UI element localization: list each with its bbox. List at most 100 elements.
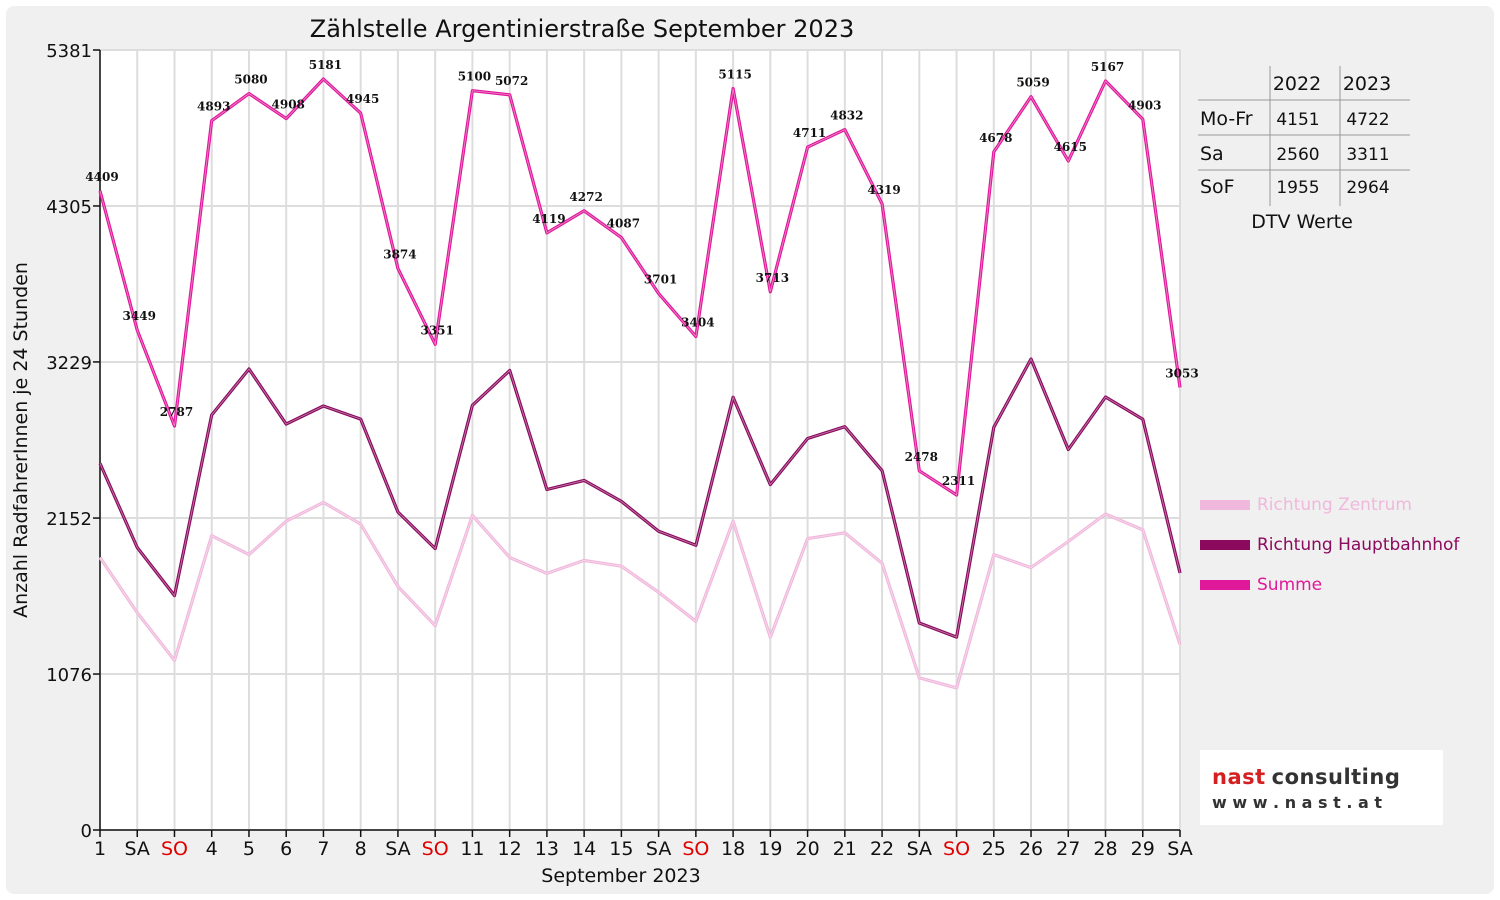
- y-tick-label: 3229: [46, 353, 92, 374]
- grid: [99, 49, 1181, 831]
- data-label: 3351: [420, 323, 453, 337]
- axes: [93, 49, 1181, 837]
- dtv-row-label: SoF: [1200, 176, 1235, 198]
- data-label: 5080: [234, 73, 267, 87]
- dtv-cell: 1955: [1276, 178, 1319, 198]
- legend-label-summe: Summe: [1257, 575, 1322, 595]
- data-label: 2787: [160, 405, 193, 419]
- plot-area: [100, 50, 1180, 830]
- x-tick-label: 25: [982, 838, 1006, 860]
- x-tick-label: 29: [1131, 838, 1155, 860]
- data-label: 3713: [756, 271, 789, 285]
- data-label: 5167: [1091, 60, 1124, 74]
- data-label: 5181: [309, 58, 342, 72]
- legend-swatch-hauptbahnhof: [1200, 540, 1250, 550]
- x-tick-label: 11: [460, 838, 484, 860]
- data-label: 4945: [346, 92, 379, 106]
- x-axis-label: September 2023: [541, 865, 700, 887]
- x-tick-label: 15: [609, 838, 633, 860]
- data-label: 4409: [85, 170, 118, 184]
- dtv-cell: 3311: [1346, 145, 1389, 165]
- x-tick-label: 6: [280, 838, 292, 860]
- series-line-highlight-1: [99, 357, 1181, 638]
- series-line-1: [98, 357, 1182, 639]
- data-label: 4893: [197, 100, 230, 114]
- data-label: 3701: [644, 273, 677, 287]
- x-tick-label: 4: [206, 838, 218, 860]
- dtv-cell: 2964: [1346, 178, 1389, 198]
- y-axis-label: Anzahl RadfahrerInnen je 24 Stunden: [10, 262, 32, 618]
- x-tick-label: 20: [795, 838, 819, 860]
- y-tick-label: 0: [81, 821, 92, 842]
- x-tick-label: SA: [1167, 838, 1192, 860]
- data-label: 2311: [942, 474, 975, 488]
- dtv-header-2022: 2022: [1273, 73, 1321, 95]
- y-tick-label: 5381: [46, 41, 92, 62]
- x-tick-label: SA: [646, 838, 671, 860]
- logo-text: nast consulting: [1212, 765, 1400, 789]
- series-line-0: [98, 500, 1182, 690]
- data-label: 5115: [718, 68, 751, 82]
- x-tick-label: SA: [907, 838, 932, 860]
- data-label: 4272: [569, 190, 602, 204]
- x-tick-label: SO: [422, 838, 449, 860]
- x-tick-label: 28: [1093, 838, 1117, 860]
- legend-label-zentrum: Richtung Zentrum: [1257, 495, 1412, 515]
- chart-title: Zählstelle Argentinierstraße September 2…: [310, 15, 854, 43]
- x-tick-label: 21: [833, 838, 857, 860]
- data-label: 4832: [830, 109, 863, 123]
- data-label: 3874: [383, 247, 416, 261]
- x-tick-label: 5: [243, 838, 255, 860]
- y-tick-label: 2152: [46, 509, 92, 530]
- data-label: 4711: [793, 126, 826, 140]
- x-tick-label: 13: [535, 838, 559, 860]
- dtv-row-label: Sa: [1200, 143, 1224, 165]
- data-label: 5059: [1016, 76, 1049, 90]
- x-tick-label: 26: [1019, 838, 1043, 860]
- dtv-row-label: Mo-Fr: [1200, 108, 1253, 130]
- legend: Richtung Zentrum Richtung Hauptbahnhof S…: [1200, 495, 1460, 595]
- data-label: 4908: [272, 98, 305, 112]
- series-line-highlight-0: [99, 501, 1181, 689]
- data-label: 4319: [867, 183, 900, 197]
- dtv-cell: 4151: [1276, 110, 1319, 130]
- x-tick-label: 22: [870, 838, 894, 860]
- x-tick-label: SO: [682, 838, 709, 860]
- data-labels: 4409 3449 2787 4893 5080 4908 5181 4945 3874 3351…: [85, 58, 1198, 488]
- data-label: 4903: [1128, 98, 1161, 112]
- data-label: 3053: [1165, 366, 1198, 380]
- data-label: 4087: [607, 217, 640, 231]
- x-tick-label: SA: [385, 838, 410, 860]
- x-tick-label: 19: [758, 838, 782, 860]
- x-tick-label: 1: [94, 838, 106, 860]
- dtv-header-2023: 2023: [1343, 73, 1391, 95]
- dtv-table: 2022 2023 Mo-Fr 4151 4722 Sa 2560 3311 S…: [1198, 66, 1410, 233]
- data-label: 2478: [905, 450, 938, 464]
- data-label: 4678: [979, 131, 1012, 145]
- x-tick-labels: 1 SA SO 4 5 6 7 8 SA SO 11 12 13 14 15 SA SO 18 19 20 21 22 SA…: [94, 838, 1193, 860]
- data-label: 3449: [123, 309, 156, 323]
- x-tick-label: SA: [125, 838, 150, 860]
- y-tick-labels: 0 1076 2152 3229 4305 5381: [46, 41, 92, 842]
- x-tick-label: 27: [1056, 838, 1080, 860]
- series-lines: [98, 77, 1182, 690]
- data-label: 5100: [458, 70, 491, 84]
- y-tick-label: 1076: [46, 665, 92, 686]
- series-line-2: [98, 77, 1182, 497]
- x-tick-label: 18: [721, 838, 745, 860]
- dtv-cell: 2560: [1276, 145, 1319, 165]
- x-tick-label: 14: [572, 838, 596, 860]
- x-tick-label: 7: [317, 838, 329, 860]
- legend-swatch-summe: [1200, 580, 1250, 590]
- legend-label-hauptbahnhof: Richtung Hauptbahnhof: [1257, 535, 1460, 555]
- logo-url: w w w . n a s t . a t: [1212, 793, 1382, 812]
- dtv-caption: DTV Werte: [1251, 211, 1353, 233]
- nast-logo: nast consulting w w w . n a s t . a t: [1200, 750, 1443, 825]
- data-label: 5072: [495, 74, 528, 88]
- legend-swatch-zentrum: [1200, 500, 1250, 510]
- x-tick-label: 8: [355, 838, 367, 860]
- x-tick-label: 12: [498, 838, 522, 860]
- data-label: 4615: [1054, 140, 1087, 154]
- dtv-cell: 4722: [1346, 110, 1389, 130]
